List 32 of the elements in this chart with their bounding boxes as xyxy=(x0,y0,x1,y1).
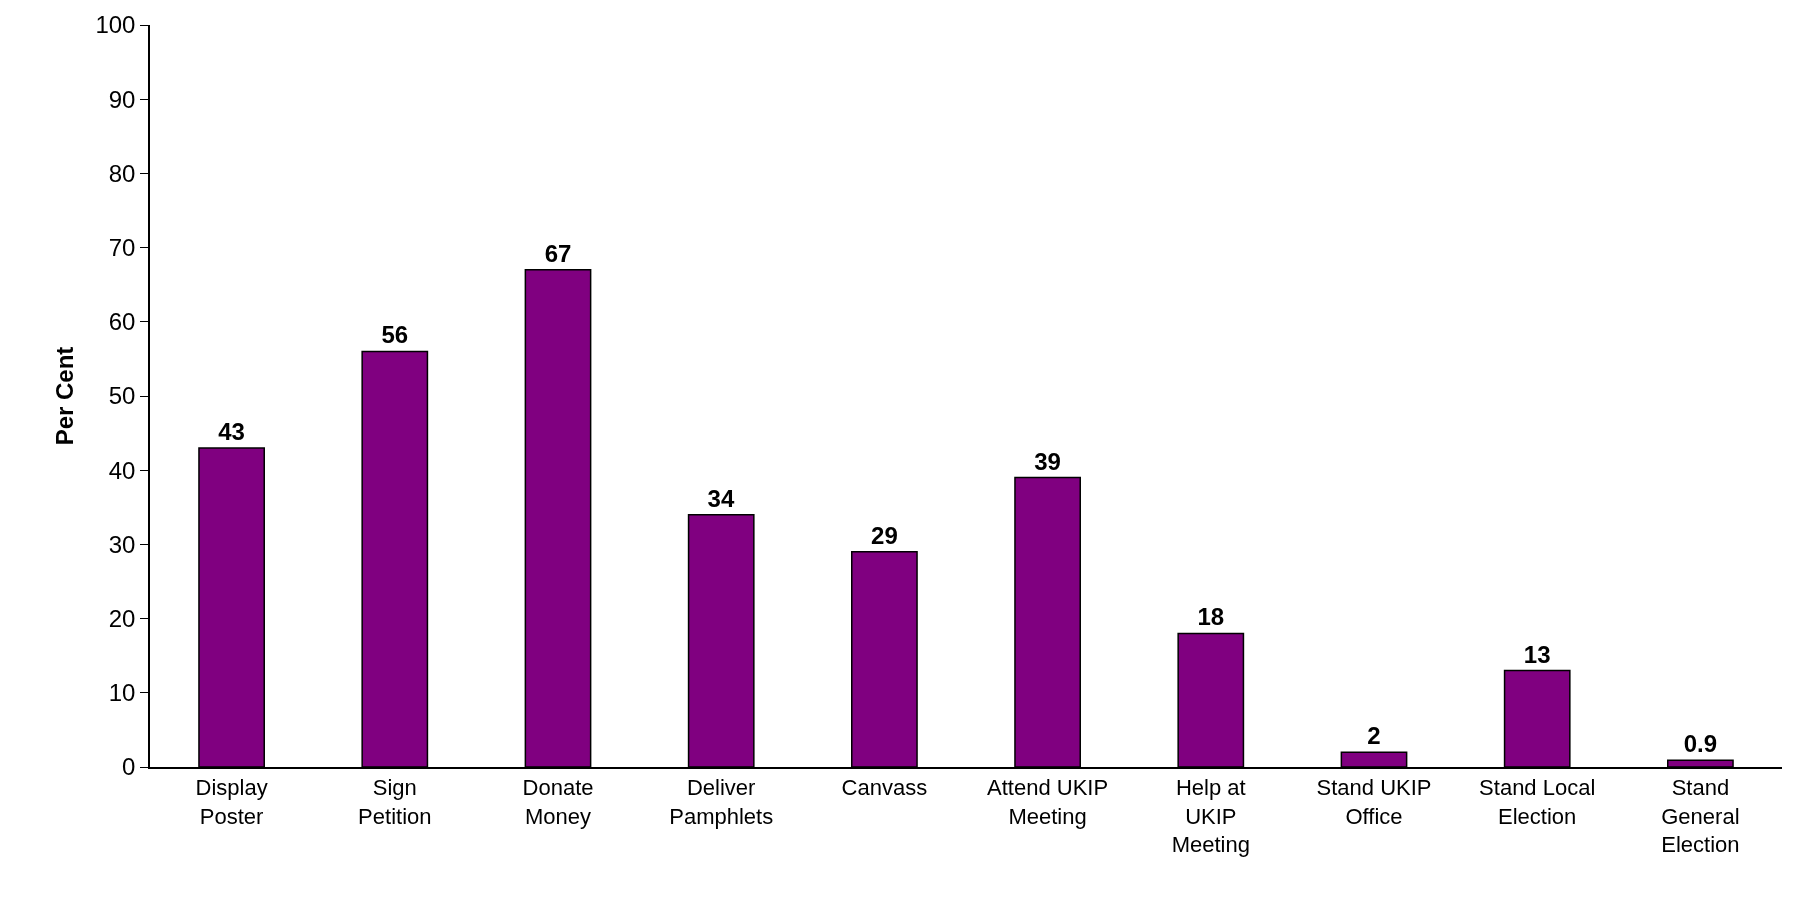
x-tick-label: Canvass xyxy=(841,775,928,801)
x-tick-label: Help at UKIP Meeting xyxy=(1171,775,1250,858)
x-tick-label: Donate Money xyxy=(522,775,594,829)
y-tick-label: 50 xyxy=(108,382,136,410)
data-label: 34 xyxy=(707,484,735,512)
y-axis-title: Per Cent xyxy=(51,346,78,446)
y-tick-label: 70 xyxy=(108,234,136,261)
x-tick-label: Attend UKIP Meeting xyxy=(987,775,1109,829)
data-label: 67 xyxy=(544,239,572,267)
x-tick-label: Deliver Pamphlets xyxy=(669,775,774,829)
data-label: 56 xyxy=(381,321,409,349)
data-label: 2 xyxy=(1367,722,1381,750)
data-label: 29 xyxy=(871,521,898,549)
data-label: 39 xyxy=(1034,447,1061,475)
data-label: 43 xyxy=(218,417,245,445)
y-tick-label: 80 xyxy=(108,159,136,187)
data-label: 0.9 xyxy=(1683,730,1718,758)
y-tick-label: 90 xyxy=(108,85,136,113)
y-tick-label: 30 xyxy=(108,530,136,558)
y-tick-label: 0 xyxy=(122,753,136,781)
y-tick-label: 10 xyxy=(108,679,136,707)
y-tick-label: 100 xyxy=(95,11,136,39)
data-label: 18 xyxy=(1197,603,1225,631)
y-tick-label: 60 xyxy=(108,308,136,336)
data-label: 13 xyxy=(1523,640,1551,668)
x-tick-label: Stand UKIP Office xyxy=(1316,775,1432,829)
x-tick-label: Stand Local Election xyxy=(1479,775,1596,829)
y-tick-label: 40 xyxy=(108,456,136,484)
x-tick-label: Display Poster xyxy=(195,775,268,829)
x-tick-label: Stand General Election xyxy=(1661,775,1740,858)
x-tick-label: Sign Petition xyxy=(358,775,432,829)
y-tick-label: 20 xyxy=(108,605,136,632)
